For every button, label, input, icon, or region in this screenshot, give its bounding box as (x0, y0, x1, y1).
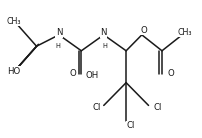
Text: HO: HO (7, 67, 21, 76)
Text: Cl: Cl (126, 121, 134, 130)
Text: O: O (140, 26, 147, 35)
Text: N: N (55, 28, 62, 37)
Text: O: O (167, 69, 174, 78)
Text: H: H (102, 43, 107, 49)
Text: CH₃: CH₃ (7, 17, 21, 26)
Text: Cl: Cl (92, 103, 101, 112)
Text: O: O (69, 69, 75, 78)
Text: Cl: Cl (153, 103, 161, 112)
Text: H: H (55, 43, 60, 49)
Text: OH: OH (85, 71, 99, 80)
Text: N: N (100, 28, 106, 37)
Text: CH₃: CH₃ (176, 28, 191, 37)
